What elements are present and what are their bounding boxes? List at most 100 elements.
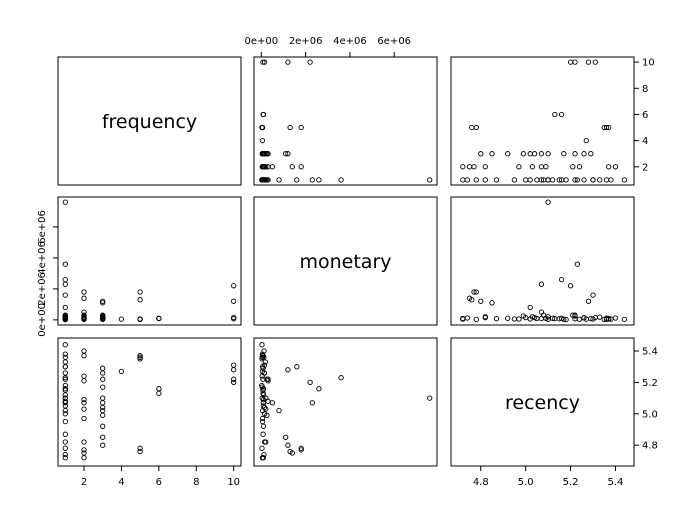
- data-point: [621, 316, 628, 323]
- data-point: [100, 412, 106, 418]
- data-point: [259, 418, 266, 425]
- data-point: [606, 124, 612, 131]
- data-point: [137, 354, 143, 360]
- data-point: [100, 365, 106, 371]
- data-point: [511, 177, 518, 183]
- x-tick-label-recency: 5.2: [563, 477, 579, 488]
- data-point: [511, 316, 518, 322]
- data-point: [298, 445, 304, 451]
- data-point: [612, 315, 619, 321]
- data-point: [549, 177, 556, 183]
- data-point: [137, 289, 143, 295]
- data-point: [276, 177, 282, 183]
- data-point: [259, 177, 265, 183]
- data-point: [231, 379, 237, 386]
- data-point: [259, 415, 266, 422]
- data-point: [231, 362, 237, 368]
- data-point: [100, 442, 106, 448]
- data-point: [585, 59, 592, 65]
- data-point: [466, 164, 473, 170]
- y-tick-label-frequency: 8: [642, 84, 648, 95]
- data-point: [482, 314, 488, 321]
- data-point: [592, 59, 598, 65]
- data-point: [81, 400, 87, 406]
- data-point: [100, 315, 106, 321]
- data-point: [558, 315, 565, 321]
- data-point: [482, 177, 488, 183]
- data-point: [460, 164, 466, 170]
- panel-monetary-vs-recency: [450, 196, 635, 326]
- data-point: [516, 164, 522, 170]
- data-point: [269, 400, 276, 406]
- data-point: [563, 177, 569, 183]
- data-point: [576, 316, 583, 322]
- y-tick-label-recency: 5.2: [642, 378, 658, 389]
- data-point: [81, 406, 87, 412]
- data-point: [81, 447, 87, 453]
- data-point: [100, 434, 106, 440]
- data-point: [62, 364, 68, 370]
- data-point: [81, 348, 87, 354]
- y-tick-label-recency: 5.4: [642, 346, 658, 357]
- data-point: [260, 400, 266, 406]
- data-point: [137, 316, 143, 322]
- data-point: [531, 314, 538, 321]
- x-tick-label-frequency: 6: [156, 477, 162, 488]
- data-point: [572, 312, 578, 318]
- data-point: [269, 164, 276, 170]
- data-point: [100, 300, 106, 306]
- data-point: [81, 439, 87, 445]
- data-point: [538, 281, 545, 287]
- panel-recency-vs-frequency: [57, 337, 242, 467]
- data-point: [100, 407, 106, 414]
- data-point: [62, 351, 68, 357]
- data-point: [100, 423, 106, 429]
- data-point: [137, 445, 143, 451]
- data-point: [590, 177, 596, 183]
- data-point: [62, 418, 68, 425]
- data-point: [100, 400, 106, 406]
- data-point: [478, 298, 484, 304]
- data-point: [156, 315, 162, 321]
- data-point: [283, 434, 289, 440]
- data-point: [427, 395, 433, 401]
- data-point: [527, 151, 533, 157]
- data-point: [259, 124, 266, 131]
- data-point: [265, 151, 271, 157]
- data-point: [590, 292, 596, 298]
- data-point: [572, 59, 578, 65]
- data-point: [259, 137, 266, 144]
- data-point: [538, 315, 545, 322]
- data-point: [552, 111, 558, 118]
- data-point: [597, 314, 603, 320]
- data-point: [545, 151, 551, 157]
- data-point: [62, 455, 68, 461]
- data-point: [505, 315, 511, 321]
- data-point: [231, 298, 237, 304]
- data-point: [261, 439, 268, 445]
- data-point: [62, 431, 68, 437]
- data-point: [62, 370, 68, 376]
- data-point: [62, 359, 68, 365]
- data-point: [261, 151, 267, 157]
- x-tick-label-frequency: 10: [227, 477, 240, 488]
- data-point: [62, 398, 68, 404]
- data-point: [81, 450, 87, 456]
- data-point: [259, 445, 265, 451]
- data-point: [603, 316, 610, 322]
- data-point: [473, 177, 479, 183]
- data-point: [231, 376, 237, 382]
- data-point: [261, 404, 268, 411]
- data-point: [62, 354, 68, 360]
- x-tick-label-recency: 4.8: [473, 477, 489, 488]
- data-point: [261, 348, 267, 354]
- data-point: [231, 367, 237, 373]
- data-point: [520, 313, 527, 319]
- y-tick-label-recency: 5.0: [642, 409, 658, 420]
- data-point: [287, 448, 293, 455]
- data-point: [572, 316, 578, 322]
- data-point: [285, 442, 291, 448]
- data-point: [81, 455, 87, 461]
- data-point: [581, 151, 587, 157]
